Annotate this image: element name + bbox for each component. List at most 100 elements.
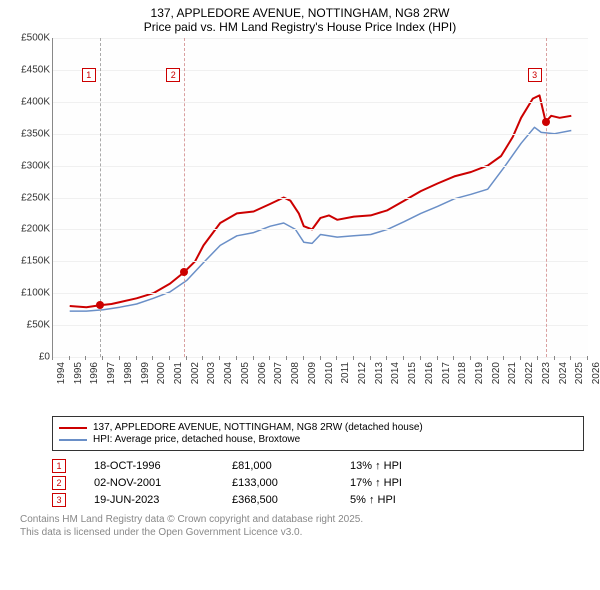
x-tick-label: 2001 xyxy=(173,362,184,384)
x-tick-mark xyxy=(353,356,354,360)
x-tick-mark xyxy=(520,356,521,360)
x-tick-label: 1999 xyxy=(140,362,151,384)
legend-item: 137, APPLEDORE AVENUE, NOTTINGHAM, NG8 2… xyxy=(59,422,577,433)
x-tick-label: 2002 xyxy=(190,362,201,384)
attribution: Contains HM Land Registry data © Crown c… xyxy=(20,513,584,539)
plot-area: 1 2 3 xyxy=(52,38,588,358)
x-tick-label: 2008 xyxy=(290,362,301,384)
x-tick-mark xyxy=(85,356,86,360)
legend: 137, APPLEDORE AVENUE, NOTTINGHAM, NG8 2… xyxy=(52,416,584,451)
attribution-line: Contains HM Land Registry data © Crown c… xyxy=(20,513,584,526)
x-tick-mark xyxy=(52,356,53,360)
event-pct: 13% ↑ HPI xyxy=(350,460,450,472)
gridline-h xyxy=(53,325,588,326)
events-row: 202-NOV-2001£133,00017% ↑ HPI xyxy=(52,476,584,490)
event-date: 18-OCT-1996 xyxy=(94,460,204,472)
y-tick-label: £500K xyxy=(21,33,50,44)
y-tick-label: £100K xyxy=(21,288,50,299)
x-tick-mark xyxy=(487,356,488,360)
x-tick-label: 2016 xyxy=(424,362,435,384)
x-tick-mark xyxy=(69,356,70,360)
x-tick-mark xyxy=(437,356,438,360)
gridline-h xyxy=(53,102,588,103)
x-tick-mark xyxy=(219,356,220,360)
gridline-h xyxy=(53,38,588,39)
x-tick-mark xyxy=(152,356,153,360)
x-tick-mark xyxy=(453,356,454,360)
x-tick-mark xyxy=(236,356,237,360)
x-tick-label: 2022 xyxy=(524,362,535,384)
x-tick-mark xyxy=(286,356,287,360)
event-price: £81,000 xyxy=(232,460,322,472)
y-tick-label: £150K xyxy=(21,256,50,267)
x-tick-label: 2018 xyxy=(457,362,468,384)
events-row: 1 18-OCT-1996 £81,000 13% ↑ HPI xyxy=(52,459,584,473)
legend-swatch xyxy=(59,439,87,441)
gridline-h xyxy=(53,134,588,135)
event-date: 19-JUN-2023 xyxy=(94,494,204,506)
x-tick-mark xyxy=(102,356,103,360)
gridline-h xyxy=(53,229,588,230)
gridline-h xyxy=(53,198,588,199)
x-tick-mark xyxy=(370,356,371,360)
event-marker-box: 2 xyxy=(166,68,180,82)
x-tick-mark xyxy=(503,356,504,360)
event-price: £368,500 xyxy=(232,494,322,506)
x-tick-mark xyxy=(253,356,254,360)
x-tick-mark xyxy=(554,356,555,360)
gridline-h xyxy=(53,166,588,167)
events-table: 1 18-OCT-1996 £81,000 13% ↑ HPI 202-NOV-2001… xyxy=(52,459,584,507)
x-tick-mark xyxy=(420,356,421,360)
x-tick-label: 2010 xyxy=(324,362,335,384)
event-number-box: 1 xyxy=(52,459,66,473)
x-tick-label: 1997 xyxy=(106,362,117,384)
legend-swatch xyxy=(59,427,87,429)
chart-title: 137, APPLEDORE AVENUE, NOTTINGHAM, NG8 2… xyxy=(8,6,592,20)
title-block: 137, APPLEDORE AVENUE, NOTTINGHAM, NG8 2… xyxy=(8,6,592,34)
gridline-h xyxy=(53,357,588,358)
x-tick-label: 2009 xyxy=(307,362,318,384)
x-tick-mark xyxy=(186,356,187,360)
x-tick-label: 2023 xyxy=(541,362,552,384)
y-tick-label: £200K xyxy=(21,224,50,235)
event-dot xyxy=(542,118,550,126)
x-tick-label: 2026 xyxy=(591,362,600,384)
y-tick-label: £450K xyxy=(21,64,50,75)
x-tick-label: 1995 xyxy=(73,362,84,384)
series-line-price_paid xyxy=(70,95,572,307)
event-dot xyxy=(96,301,104,309)
event-number-box: 2 xyxy=(52,476,66,490)
event-marker-box: 3 xyxy=(528,68,542,82)
y-tick-label: £400K xyxy=(21,96,50,107)
x-tick-label: 2005 xyxy=(240,362,251,384)
x-tick-mark xyxy=(269,356,270,360)
x-tick-label: 2015 xyxy=(407,362,418,384)
x-tick-label: 2007 xyxy=(273,362,284,384)
legend-item: HPI: Average price, detached house, Brox… xyxy=(59,434,577,445)
x-tick-mark xyxy=(336,356,337,360)
x-tick-mark xyxy=(587,356,588,360)
x-tick-label: 2004 xyxy=(223,362,234,384)
x-axis: 1994199519961997199819992000200120022003… xyxy=(52,360,588,408)
x-tick-label: 2017 xyxy=(441,362,452,384)
x-tick-mark xyxy=(303,356,304,360)
x-tick-mark xyxy=(403,356,404,360)
x-tick-label: 2000 xyxy=(156,362,167,384)
x-tick-label: 2012 xyxy=(357,362,368,384)
x-tick-label: 2014 xyxy=(390,362,401,384)
chart-container: 137, APPLEDORE AVENUE, NOTTINGHAM, NG8 2… xyxy=(0,0,600,543)
x-tick-label: 2003 xyxy=(206,362,217,384)
y-tick-label: £350K xyxy=(21,128,50,139)
x-tick-mark xyxy=(202,356,203,360)
x-tick-mark xyxy=(136,356,137,360)
x-tick-label: 2013 xyxy=(374,362,385,384)
event-marker-box: 1 xyxy=(82,68,96,82)
gridline-h xyxy=(53,293,588,294)
x-tick-label: 2020 xyxy=(491,362,502,384)
x-tick-mark xyxy=(386,356,387,360)
legend-label: 137, APPLEDORE AVENUE, NOTTINGHAM, NG8 2… xyxy=(93,422,423,433)
x-tick-mark xyxy=(470,356,471,360)
y-tick-label: £50K xyxy=(27,320,50,331)
x-tick-label: 1996 xyxy=(89,362,100,384)
x-tick-label: 1998 xyxy=(123,362,134,384)
